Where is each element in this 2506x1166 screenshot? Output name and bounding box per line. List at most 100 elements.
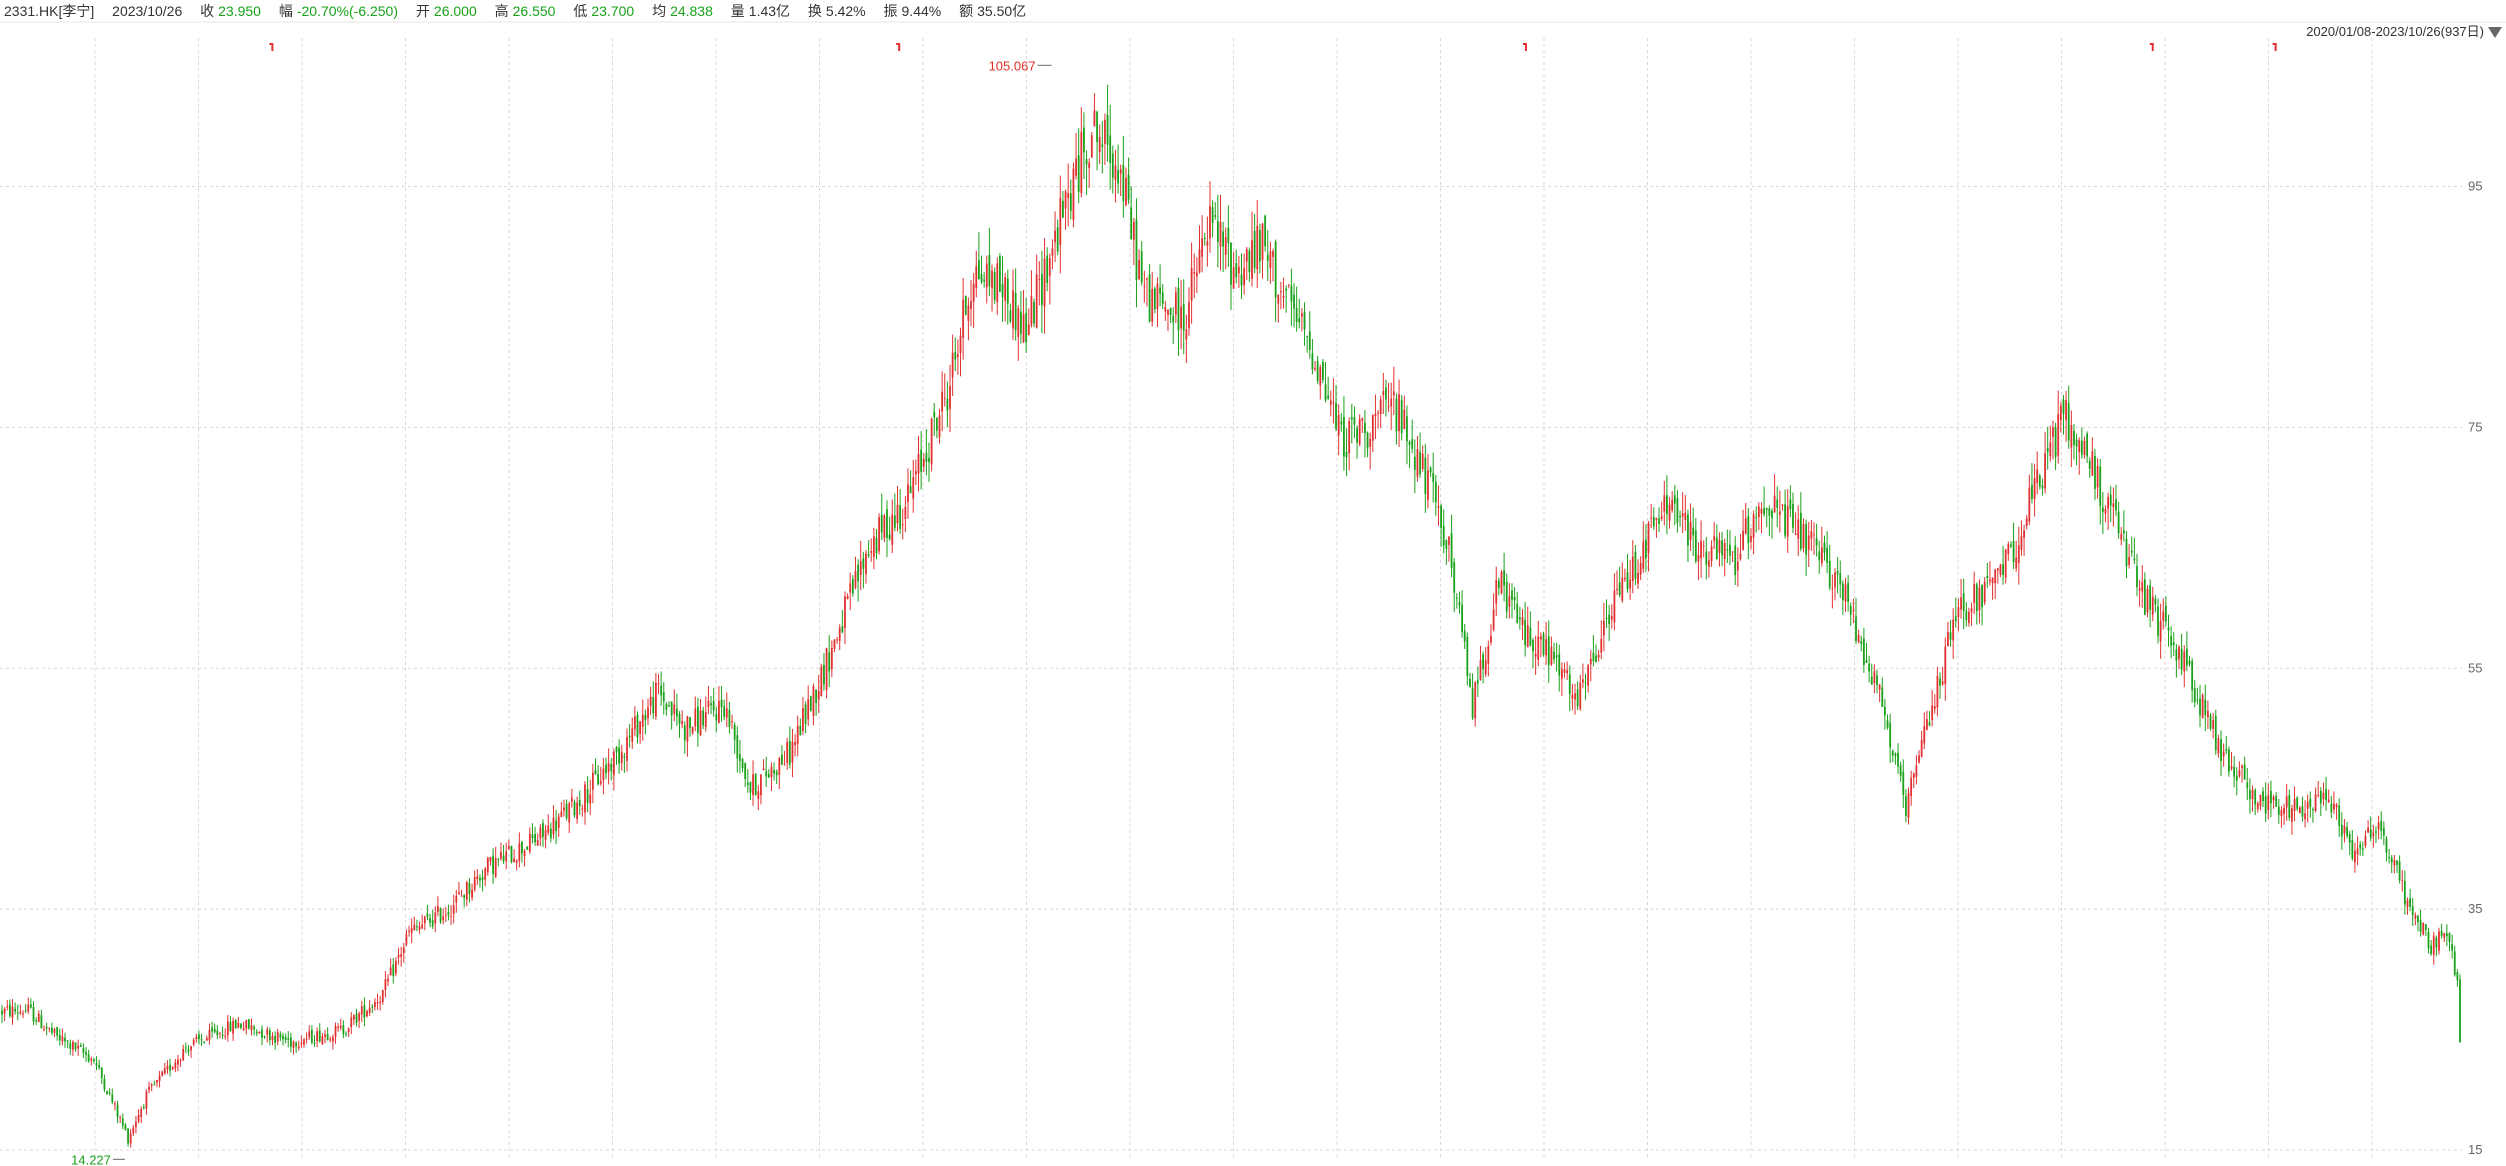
stock-symbol: 2331.HK[李宁] — [4, 3, 95, 19]
candle-body — [1295, 307, 1298, 322]
candle-body — [1458, 602, 1461, 606]
candle-body — [1524, 620, 1527, 646]
candle-body — [1025, 312, 1028, 343]
candle-body — [515, 860, 518, 863]
candle-body — [473, 877, 476, 890]
candle-body — [1781, 504, 1784, 506]
candle-body — [975, 266, 978, 288]
candle-body — [888, 534, 891, 540]
candle-body — [245, 1020, 248, 1029]
candle-body — [1390, 398, 1393, 407]
amplitude-label: 振 — [883, 3, 898, 19]
candle-body — [1923, 725, 1926, 744]
candle-body — [1398, 394, 1400, 432]
candle-body — [2062, 399, 2065, 415]
candle-body — [1156, 283, 1159, 310]
date-range-selector[interactable]: 2020/01/08-2023/10/26(937日) — [2306, 22, 2502, 42]
candle-body — [1747, 515, 1750, 543]
candle-body — [1534, 653, 1537, 657]
candle-body — [1949, 632, 1952, 640]
candle-body — [1897, 752, 1899, 767]
candle-body — [2220, 739, 2222, 762]
candle-body — [337, 1026, 340, 1029]
candle-body — [2101, 507, 2104, 513]
candle-body — [770, 766, 773, 778]
candle-body — [1792, 503, 1794, 528]
candle-body — [1542, 634, 1545, 655]
candle-body — [392, 964, 395, 976]
candle-body — [1227, 227, 1230, 244]
candle-body — [1676, 498, 1679, 523]
candle-body — [148, 1086, 150, 1091]
candle-body — [1461, 604, 1463, 633]
candle-body — [132, 1127, 135, 1134]
candle-body — [886, 509, 888, 538]
candle-body — [1264, 215, 1267, 247]
candle-body — [2267, 795, 2270, 811]
candle-body — [959, 335, 962, 354]
candle-body — [1421, 453, 1424, 470]
candle-body — [1894, 753, 1897, 756]
candle-body — [2138, 588, 2141, 591]
candle-body — [387, 978, 389, 982]
candle-body — [1377, 412, 1379, 414]
candle-body — [2107, 496, 2110, 509]
candle-body — [2225, 749, 2228, 751]
candle-body — [2338, 805, 2341, 826]
candle-body — [762, 768, 765, 771]
candle-body — [2049, 442, 2052, 457]
candle-body — [820, 666, 823, 697]
candle-body — [746, 782, 749, 786]
candle-body — [1744, 518, 1747, 534]
candle-body — [854, 571, 857, 588]
candle-body — [1027, 324, 1030, 336]
candle-body — [476, 876, 479, 880]
candle-body — [2025, 518, 2028, 527]
candle-body — [1810, 531, 1813, 539]
candle-body — [2209, 715, 2212, 729]
candle-body — [500, 851, 502, 859]
candle-body — [213, 1028, 216, 1033]
candle-body — [455, 895, 458, 903]
candle-body — [284, 1036, 287, 1040]
candle-body — [72, 1041, 74, 1050]
candle-body — [150, 1084, 153, 1087]
candle-body — [48, 1027, 51, 1029]
candle-body — [295, 1042, 298, 1047]
candle-body — [2246, 782, 2249, 789]
candle-body — [673, 704, 676, 714]
candle-body — [1064, 191, 1067, 209]
candle-body — [1059, 197, 1062, 245]
candle-body — [1006, 278, 1009, 304]
quote-date: 2023/10/26 — [112, 3, 183, 19]
candle-body — [1261, 223, 1264, 261]
candle-body — [830, 648, 833, 670]
candle-body — [2004, 549, 2007, 578]
candle-body — [1571, 694, 1574, 699]
candle-body — [526, 846, 529, 850]
open-label: 开 — [415, 3, 430, 19]
candle-body — [1358, 418, 1361, 445]
candle-body — [1469, 678, 1471, 688]
candle-body — [1387, 406, 1390, 408]
candle-body — [1201, 238, 1204, 257]
candle-body — [1912, 773, 1915, 779]
candle-body — [1836, 570, 1839, 575]
candle-body — [964, 295, 967, 315]
candle-body — [891, 514, 894, 545]
candle-body — [1700, 540, 1702, 559]
candle-body — [250, 1025, 253, 1031]
candle-body — [1634, 551, 1637, 579]
candle-body — [14, 1008, 17, 1012]
candle-body — [620, 752, 623, 763]
candle-body — [1991, 577, 1994, 583]
dropdown-triangle-icon[interactable] — [2488, 27, 2502, 39]
candle-body — [565, 803, 568, 819]
candle-body — [943, 398, 946, 400]
candle-body — [114, 1103, 116, 1105]
candle-body — [1088, 162, 1091, 169]
candle-body — [2304, 813, 2306, 820]
candle-body — [2382, 827, 2385, 836]
candle-body — [179, 1060, 182, 1062]
candle-body — [1104, 119, 1106, 144]
